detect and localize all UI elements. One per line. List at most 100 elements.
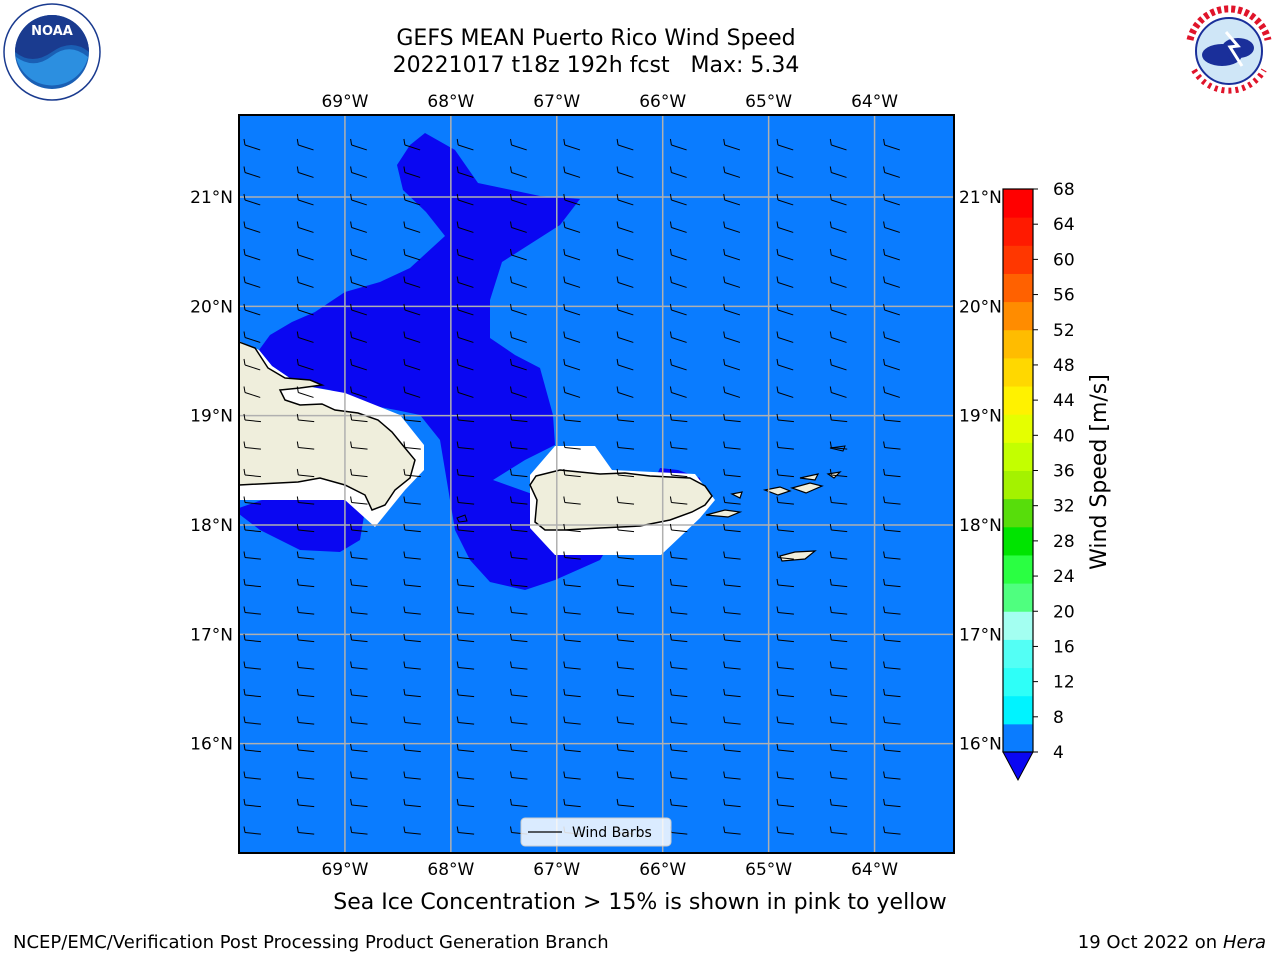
- colorbar-segment: [1003, 723, 1033, 753]
- wind-barb: [563, 578, 581, 588]
- wind-barb: [776, 193, 794, 206]
- wind-barb: [350, 166, 367, 178]
- colorbar-segment: [1003, 583, 1033, 612]
- wind-barb: [883, 688, 901, 698]
- colorbar-tick-label: 48: [1053, 356, 1075, 376]
- colorbar-segment: [1003, 301, 1033, 331]
- wind-barb: [563, 496, 581, 505]
- wind-barb: [883, 551, 901, 560]
- wind-barb: [510, 743, 528, 753]
- wind-barb: [563, 138, 581, 151]
- lat-label: 20°N: [190, 297, 233, 317]
- wind-barb: [829, 441, 848, 450]
- wind-barb: [616, 331, 634, 343]
- lat-label: 18°N: [959, 516, 1002, 536]
- wind-barb: [723, 496, 741, 505]
- wind-barb: [456, 331, 474, 343]
- wind-barb: [616, 413, 635, 423]
- lat-label: 16°N: [959, 735, 1002, 755]
- wind-barb: [723, 688, 741, 698]
- wind-barb: [296, 386, 314, 398]
- wind-barb: [563, 331, 581, 343]
- wind-barb: [350, 331, 367, 343]
- wind-barb: [776, 523, 794, 533]
- wind-barb: [669, 413, 688, 423]
- wind-barb: [776, 138, 794, 151]
- wind-barb: [829, 166, 847, 178]
- wind-barb: [296, 276, 314, 288]
- wind-barb: [510, 221, 527, 233]
- lat-label: 21°N: [959, 188, 1002, 208]
- wind-barb: [616, 743, 635, 753]
- wind-barb: [403, 606, 421, 615]
- wind-barb: [350, 633, 368, 643]
- wind-barb: [403, 276, 421, 288]
- wind-barb: [296, 166, 314, 178]
- wind-barb: [510, 358, 527, 371]
- lat-label: 17°N: [959, 625, 1002, 645]
- wind-barb: [829, 193, 847, 206]
- wind-barb: [350, 826, 368, 835]
- lon-label: 64°W: [851, 860, 898, 880]
- wind-barb: [350, 496, 368, 505]
- wind-barb: [510, 523, 528, 533]
- wind-barb: [243, 276, 261, 288]
- wind-barb: [616, 551, 635, 560]
- wind-barb: [456, 138, 474, 151]
- wind-barb: [616, 166, 634, 178]
- wind-barb: [510, 551, 528, 560]
- wind-barb: [616, 798, 635, 808]
- wind-barb: [723, 303, 741, 316]
- lon-label: 65°W: [745, 860, 792, 880]
- wind-barb: [563, 661, 581, 670]
- wind-barb: [403, 688, 421, 698]
- colorbar-tick-label: 32: [1053, 497, 1075, 517]
- wind-barb: [723, 468, 741, 478]
- wind-barb: [403, 193, 421, 206]
- wind-barb: [296, 633, 315, 643]
- wind-barb: [776, 248, 794, 261]
- colorbar-segment: [1003, 273, 1033, 303]
- wind-barb: [776, 221, 794, 233]
- wind-barb: [296, 798, 315, 808]
- colorbar-under-arrow: [1002, 751, 1034, 782]
- wind-barb: [776, 468, 794, 478]
- wind-barb: [669, 771, 688, 780]
- wind-barb: [243, 166, 261, 178]
- wind-barb: [883, 193, 900, 206]
- colorbar-tick-label: 28: [1053, 532, 1075, 552]
- wind-barb: [510, 798, 528, 808]
- wind-barb: [616, 468, 635, 478]
- wind-barb: [403, 166, 421, 178]
- colorbar-tick-label: 40: [1053, 426, 1075, 446]
- wind-barb: [829, 276, 847, 288]
- wind-barb: [883, 221, 900, 233]
- lon-label: 69°W: [321, 860, 368, 880]
- wind-barb: [616, 688, 635, 698]
- wind-barb: [669, 276, 687, 288]
- wind-barb: [296, 661, 315, 670]
- wind-barb: [669, 193, 687, 206]
- wind-barb: [510, 166, 527, 178]
- wind-barb: [243, 826, 261, 835]
- wind-barb: [243, 523, 261, 533]
- wind-barb: [296, 771, 315, 780]
- map-legend: Wind Barbs: [520, 817, 672, 847]
- wind-barb: [456, 743, 475, 753]
- wind-barb: [776, 441, 794, 450]
- wind-barb: [616, 771, 635, 780]
- wind-barb: [883, 331, 900, 343]
- wind-barb: [296, 551, 315, 560]
- wind-barb: [563, 798, 581, 808]
- wind-barb: [829, 386, 847, 398]
- wind-barb: [723, 771, 741, 780]
- wind-barb: [723, 633, 741, 643]
- wind-barb: [456, 551, 475, 560]
- wind-barb: [350, 688, 368, 698]
- colorbar-segment: [1003, 554, 1033, 584]
- wind-barb: [456, 468, 475, 478]
- colorbar-segment: [1003, 386, 1033, 415]
- graticule: [239, 115, 954, 853]
- wind-barb: [883, 771, 901, 780]
- colorbar-tick-label: 24: [1053, 567, 1075, 587]
